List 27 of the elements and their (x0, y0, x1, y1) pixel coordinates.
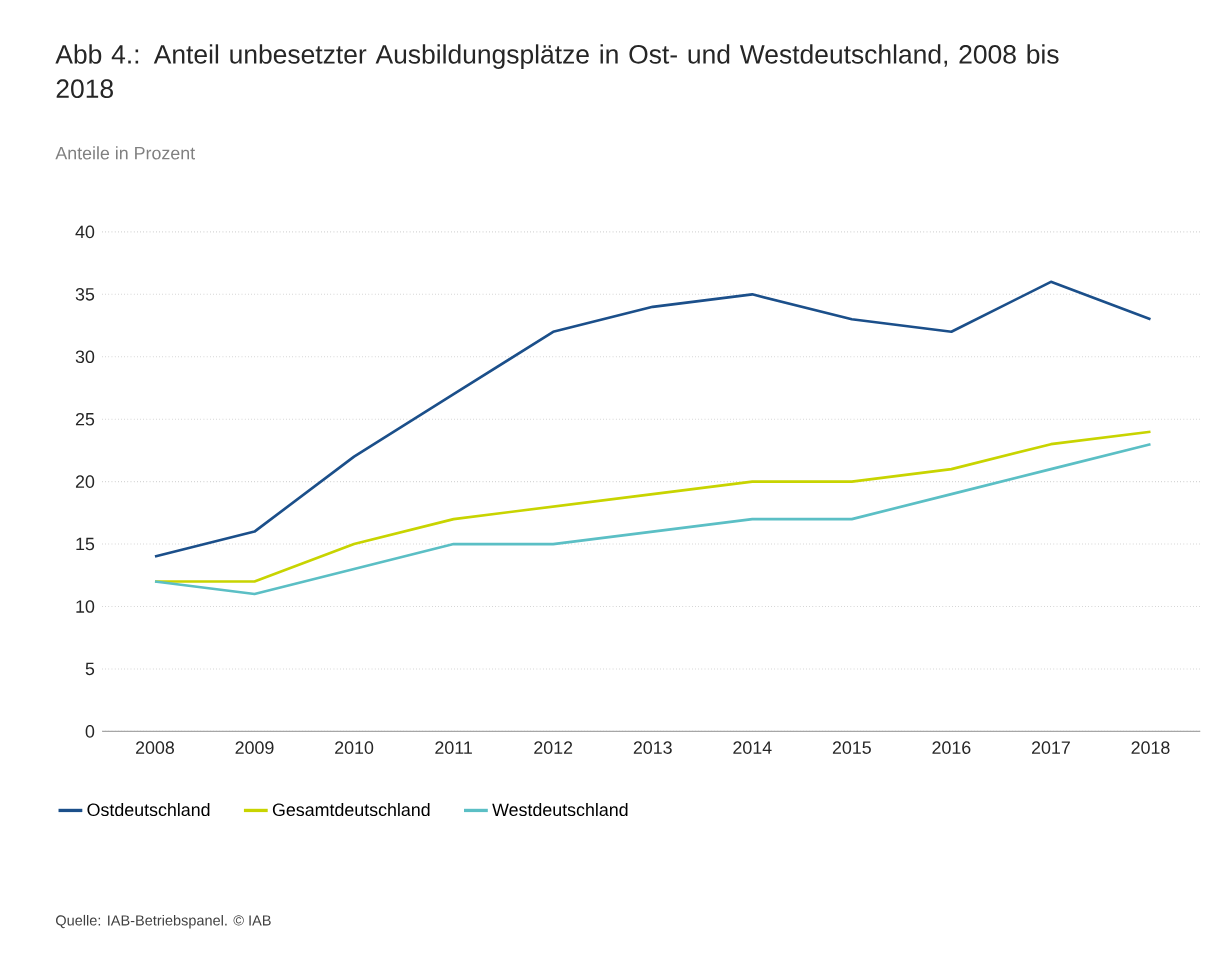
legend-label: Ostdeutschland (87, 802, 210, 816)
y-tick-label: 35 (75, 287, 95, 301)
y-tick-label: 20 (75, 475, 95, 488)
x-tick-label: 2016 (932, 741, 971, 754)
source-note: Quelle: IAB-Betriebspanel. © IAB (56, 914, 271, 929)
y-tick-label: 40 (75, 225, 95, 239)
x-tick-label: 2009 (235, 741, 274, 754)
y-tick-label: 15 (76, 537, 95, 551)
y-tick-label: 25 (75, 412, 95, 426)
x-tick-label: 2018 (1131, 741, 1170, 754)
y-tick-label: 30 (75, 350, 95, 363)
x-tick-label: 2012 (534, 741, 573, 754)
x-tick-label: 2017 (1031, 741, 1070, 754)
chart-title: Abb 4.: Anteil unbesetzter Ausbildungsplätze in Ost- und Westdeutschland, 2008 bis 2018 (55, 44, 1059, 98)
y-tick-label: 10 (76, 600, 95, 613)
legend-label: Westdeutschland (492, 802, 628, 816)
x-tick-label: 2011 (435, 741, 472, 754)
x-tick-label: 2008 (136, 741, 175, 754)
line-series (153, 280, 1152, 558)
x-tick-label: 2013 (633, 741, 672, 754)
y-tick-label: 0 (85, 724, 95, 738)
y-tick-label: 5 (85, 662, 95, 675)
x-tick-label: 2010 (335, 741, 374, 754)
legend-label: Gesamtdeutschland (272, 802, 430, 816)
x-tick-label: 2015 (832, 741, 871, 754)
x-tick-label: 2014 (733, 741, 772, 754)
chart-subtitle: Anteile in Prozent (55, 146, 195, 160)
